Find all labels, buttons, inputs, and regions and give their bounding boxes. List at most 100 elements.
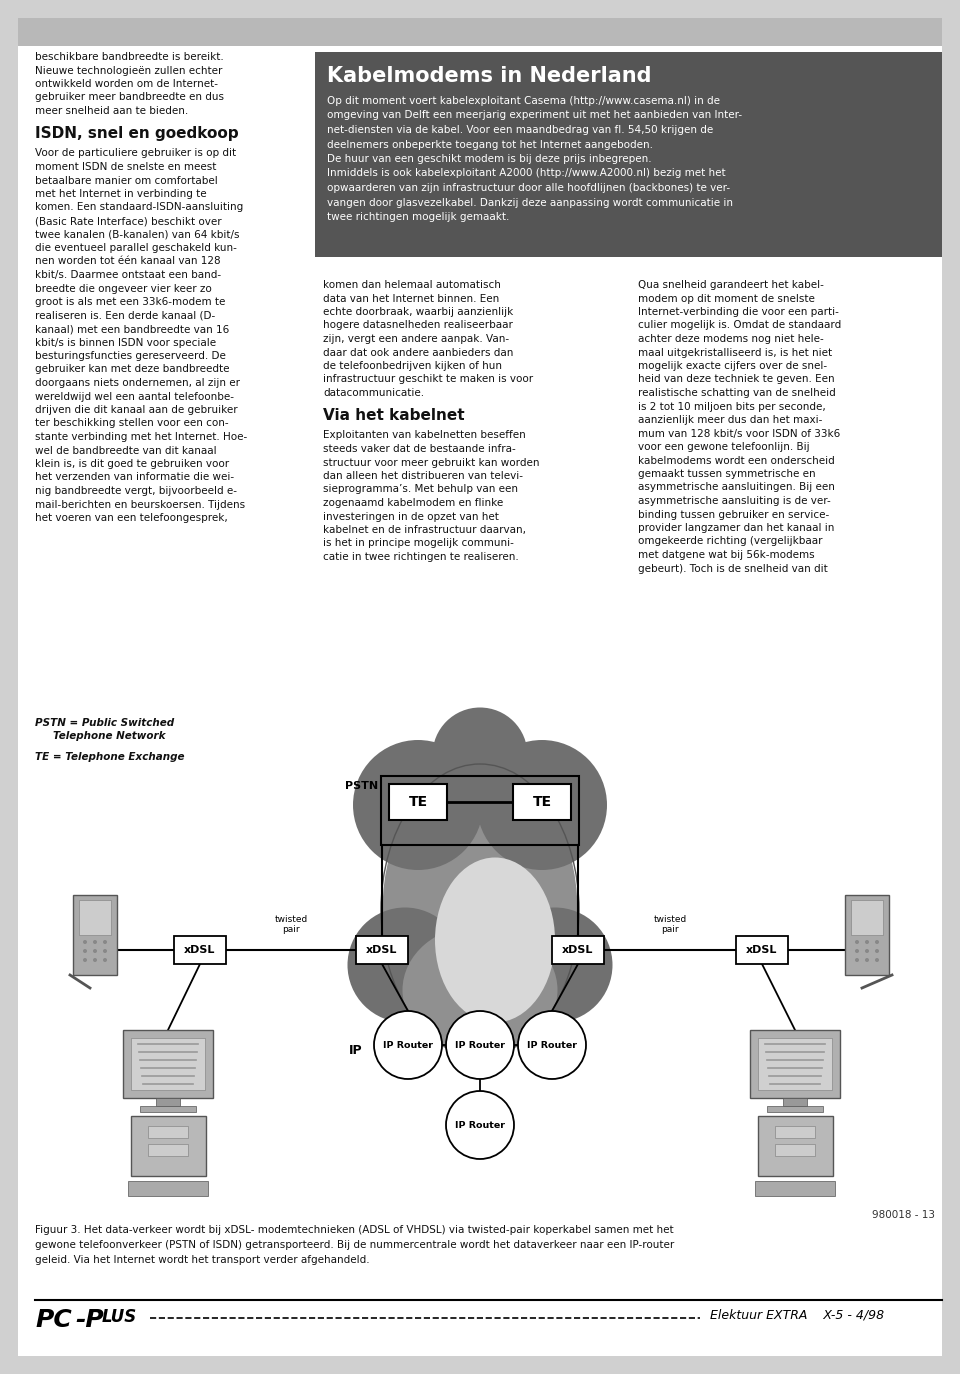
Text: infrastructuur geschikt te maken is voor: infrastructuur geschikt te maken is voor — [323, 375, 533, 385]
Text: xDSL: xDSL — [184, 945, 216, 955]
Bar — [757, 1116, 832, 1176]
Circle shape — [374, 1011, 442, 1079]
Ellipse shape — [497, 907, 612, 1022]
Text: IP Router: IP Router — [383, 1040, 433, 1050]
Text: nen worden tot één kanaal van 128: nen worden tot één kanaal van 128 — [35, 257, 221, 267]
Bar — [851, 900, 883, 934]
Text: Voor de particuliere gebruiker is op dit: Voor de particuliere gebruiker is op dit — [35, 148, 236, 158]
Text: Inmiddels is ook kabelexploitant A2000 (http://www.A2000.nl) bezig met het: Inmiddels is ook kabelexploitant A2000 (… — [327, 169, 726, 179]
Text: geleid. Via het Internet wordt het transport verder afgehandeld.: geleid. Via het Internet wordt het trans… — [35, 1254, 370, 1265]
Text: ter beschikking stellen voor een con-: ter beschikking stellen voor een con- — [35, 419, 228, 429]
Text: provider langzamer dan het kanaal in: provider langzamer dan het kanaal in — [638, 523, 834, 533]
Bar — [767, 1106, 823, 1112]
Text: gebeurt). Toch is de snelheid van dit: gebeurt). Toch is de snelheid van dit — [638, 563, 828, 573]
Text: omgekeerde richting (vergelijkbaar: omgekeerde richting (vergelijkbaar — [638, 536, 823, 547]
Text: wel de bandbreedte van dit kanaal: wel de bandbreedte van dit kanaal — [35, 445, 217, 456]
Text: de telefoonbedrijven kijken of hun: de telefoonbedrijven kijken of hun — [323, 361, 502, 371]
Bar — [79, 900, 111, 934]
Circle shape — [103, 958, 107, 962]
Text: twee kanalen (B-kanalen) van 64 kbit/s: twee kanalen (B-kanalen) van 64 kbit/s — [35, 229, 239, 239]
Text: -P: -P — [75, 1308, 104, 1331]
Text: Nieuwe technologieën zullen echter: Nieuwe technologieën zullen echter — [35, 66, 223, 76]
Text: sieprogramma’s. Met behulp van een: sieprogramma’s. Met behulp van een — [323, 485, 518, 495]
Circle shape — [93, 949, 97, 954]
Circle shape — [93, 940, 97, 944]
Text: voor een gewone telefoonlijn. Bij: voor een gewone telefoonlijn. Bij — [638, 442, 809, 452]
Text: met het Internet in verbinding te: met het Internet in verbinding te — [35, 190, 206, 199]
Text: PSTN: PSTN — [345, 780, 378, 791]
Text: komen dan helemaal automatisch: komen dan helemaal automatisch — [323, 280, 501, 290]
Text: binding tussen gebruiker en service-: binding tussen gebruiker en service- — [638, 510, 829, 519]
Circle shape — [865, 940, 869, 944]
Ellipse shape — [353, 741, 483, 870]
Text: achter deze modems nog niet hele-: achter deze modems nog niet hele- — [638, 334, 824, 344]
Text: betaalbare manier om comfortabel: betaalbare manier om comfortabel — [35, 176, 218, 185]
Text: twisted
pair: twisted pair — [275, 915, 307, 934]
Text: die eventueel parallel geschakeld kun-: die eventueel parallel geschakeld kun- — [35, 243, 237, 253]
Text: besturingsfuncties gereserveerd. De: besturingsfuncties gereserveerd. De — [35, 350, 226, 361]
Text: is het in principe mogelijk communi-: is het in principe mogelijk communi- — [323, 539, 514, 548]
Text: klein is, is dit goed te gebruiken voor: klein is, is dit goed te gebruiken voor — [35, 459, 229, 469]
Text: hogere datasnelheden realiseerbaar: hogere datasnelheden realiseerbaar — [323, 320, 513, 331]
Text: moment ISDN de snelste en meest: moment ISDN de snelste en meest — [35, 162, 216, 172]
Bar — [513, 785, 571, 820]
Text: het voeren van een telefoongesprek,: het voeren van een telefoongesprek, — [35, 513, 228, 523]
Text: TE: TE — [408, 796, 427, 809]
Bar — [775, 1145, 815, 1156]
Bar — [315, 52, 942, 257]
Text: zogenaamd kabelmodem en flinke: zogenaamd kabelmodem en flinke — [323, 497, 503, 508]
Text: Figuur 3. Het data-verkeer wordt bij xDSL- modemtechnieken (ADSL of VHDSL) via t: Figuur 3. Het data-verkeer wordt bij xDS… — [35, 1226, 674, 1235]
Text: gebruiker kan met deze bandbreedte: gebruiker kan met deze bandbreedte — [35, 364, 229, 375]
Text: culier mogelijk is. Omdat de standaard: culier mogelijk is. Omdat de standaard — [638, 320, 841, 331]
Bar — [148, 1145, 188, 1156]
Circle shape — [103, 940, 107, 944]
Text: xDSL: xDSL — [563, 945, 593, 955]
Bar — [750, 1030, 840, 1098]
Bar — [123, 1030, 213, 1098]
Circle shape — [83, 958, 87, 962]
Text: zijn, vergt een andere aanpak. Van-: zijn, vergt een andere aanpak. Van- — [323, 334, 509, 344]
Circle shape — [875, 958, 879, 962]
Text: PSTN = Public Switched: PSTN = Public Switched — [35, 719, 174, 728]
Text: Telephone Network: Telephone Network — [53, 731, 165, 741]
Bar — [140, 1106, 196, 1112]
Text: Elektuur EXTRA    X-5 - 4/98: Elektuur EXTRA X-5 - 4/98 — [710, 1308, 884, 1320]
Text: Exploitanten van kabelnetten beseffen: Exploitanten van kabelnetten beseffen — [323, 430, 526, 441]
Text: TE = Telephone Exchange: TE = Telephone Exchange — [35, 752, 184, 763]
Text: maal uitgekristalliseerd is, is het niet: maal uitgekristalliseerd is, is het niet — [638, 348, 832, 357]
Text: is 2 tot 10 miljoen bits per seconde,: is 2 tot 10 miljoen bits per seconde, — [638, 401, 826, 411]
Text: 980018 - 13: 980018 - 13 — [872, 1210, 935, 1220]
Text: heid van deze techniek te geven. Een: heid van deze techniek te geven. Een — [638, 375, 834, 385]
Text: structuur voor meer gebruikt kan worden: structuur voor meer gebruikt kan worden — [323, 458, 540, 467]
Text: xDSL: xDSL — [367, 945, 397, 955]
Text: catie in twee richtingen te realiseren.: catie in twee richtingen te realiseren. — [323, 552, 518, 562]
Text: meer snelheid aan te bieden.: meer snelheid aan te bieden. — [35, 106, 188, 115]
Circle shape — [83, 940, 87, 944]
Text: twisted
pair: twisted pair — [654, 915, 686, 934]
Text: modem op dit moment de snelste: modem op dit moment de snelste — [638, 294, 815, 304]
Text: kbit/s. Daarmee ontstaat een band-: kbit/s. Daarmee ontstaat een band- — [35, 271, 221, 280]
Circle shape — [93, 958, 97, 962]
Circle shape — [875, 949, 879, 954]
Text: (Basic Rate Interface) beschikt over: (Basic Rate Interface) beschikt over — [35, 216, 222, 225]
Bar — [783, 1098, 807, 1106]
Text: twee richtingen mogelijk gemaakt.: twee richtingen mogelijk gemaakt. — [327, 212, 510, 223]
Circle shape — [855, 949, 859, 954]
Text: gebruiker meer bandbreedte en dus: gebruiker meer bandbreedte en dus — [35, 92, 224, 103]
Text: kabelnet en de infrastructuur daarvan,: kabelnet en de infrastructuur daarvan, — [323, 525, 526, 534]
Text: komen. Een standaard-ISDN-aansluiting: komen. Een standaard-ISDN-aansluiting — [35, 202, 243, 213]
Text: Kabelmodems in Nederland: Kabelmodems in Nederland — [327, 66, 652, 87]
Text: omgeving van Delft een meerjarig experiment uit met het aanbieden van Inter-: omgeving van Delft een meerjarig experim… — [327, 110, 742, 121]
Text: nig bandbreedte vergt, bijvoorbeeld e-: nig bandbreedte vergt, bijvoorbeeld e- — [35, 486, 237, 496]
Text: Via het kabelnet: Via het kabelnet — [323, 408, 465, 423]
Bar — [128, 1182, 208, 1195]
Bar — [758, 1037, 832, 1090]
Text: PC: PC — [35, 1308, 72, 1331]
Bar — [18, 18, 942, 45]
Text: gemaakt tussen symmetrische en: gemaakt tussen symmetrische en — [638, 469, 816, 480]
Bar — [73, 894, 117, 976]
Text: breedte die ongeveer vier keer zo: breedte die ongeveer vier keer zo — [35, 283, 212, 294]
Text: gewone telefoonverkeer (PSTN of ISDN) getransporteerd. Bij de nummercentrale wor: gewone telefoonverkeer (PSTN of ISDN) ge… — [35, 1239, 674, 1250]
Circle shape — [855, 958, 859, 962]
Text: ontwikkeld worden om de Internet-: ontwikkeld worden om de Internet- — [35, 78, 218, 89]
